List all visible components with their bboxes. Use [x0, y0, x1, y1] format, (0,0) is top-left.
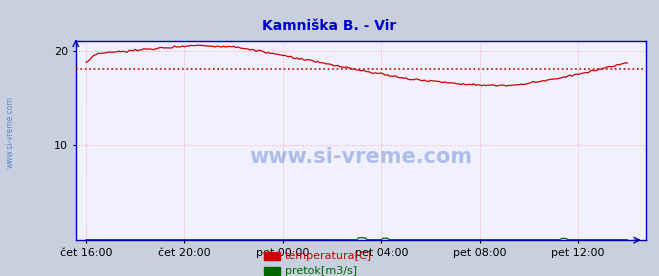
Text: www.si-vreme.com: www.si-vreme.com	[5, 97, 14, 168]
Text: temperatura[C]: temperatura[C]	[285, 251, 372, 261]
Text: www.si-vreme.com: www.si-vreme.com	[249, 147, 473, 167]
Text: pretok[m3/s]: pretok[m3/s]	[285, 266, 357, 276]
Text: Kamniška B. - Vir: Kamniška B. - Vir	[262, 19, 397, 33]
